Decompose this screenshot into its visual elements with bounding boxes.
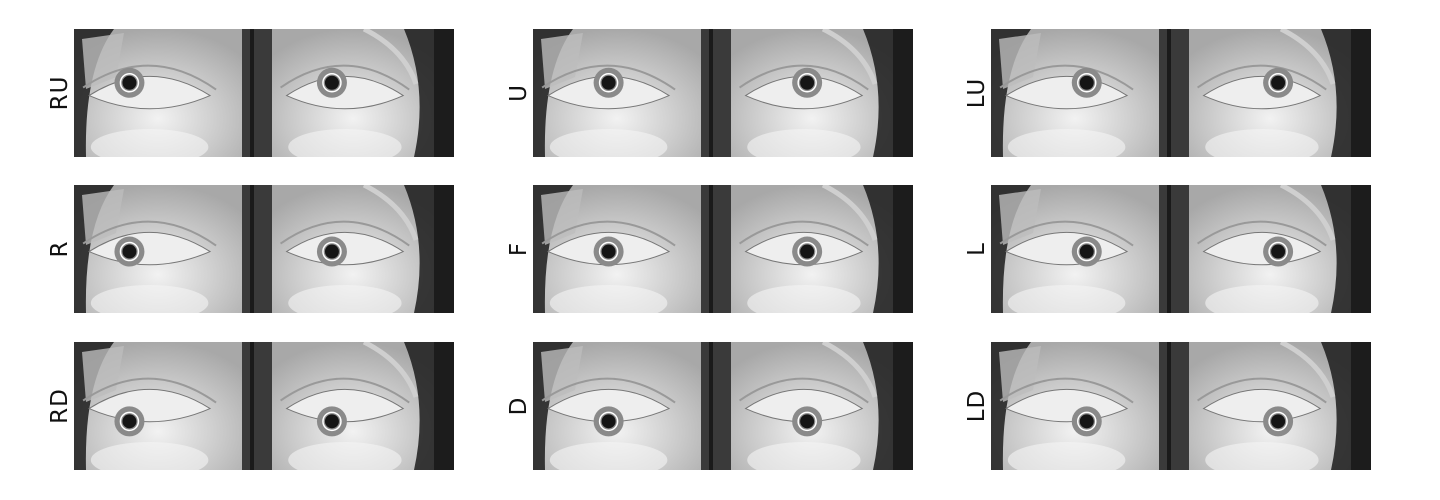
panel-rd: RD <box>40 342 480 470</box>
eye-pair-image <box>533 185 913 313</box>
panel-ru: RU <box>40 29 480 157</box>
right-eye-photo <box>991 29 1159 157</box>
eye-pair-image <box>74 29 454 157</box>
panel-l: L <box>957 185 1397 313</box>
goggle-bridge <box>1159 342 1189 470</box>
eye-pair-svg <box>533 342 913 470</box>
right-eye-photo <box>74 29 242 157</box>
right-eye-photo <box>991 185 1159 313</box>
left-eye-photo <box>272 185 434 313</box>
eye-pair-image <box>74 342 454 470</box>
panel-u: U <box>499 29 939 157</box>
eye-pair-image <box>74 185 454 313</box>
eye-pair-svg <box>533 29 913 157</box>
right-eye-photo <box>533 185 701 313</box>
left-eye-photo <box>731 185 893 313</box>
goggle-bridge <box>1159 185 1189 313</box>
eye-pair-svg <box>533 185 913 313</box>
left-eye-photo <box>731 342 893 470</box>
gaze-direction-text: D <box>506 396 532 416</box>
goggle-bridge <box>242 342 272 470</box>
panel-d: D <box>499 342 939 470</box>
panel-lu: LU <box>957 29 1397 157</box>
eye-pair-image <box>991 185 1371 313</box>
gaze-direction-text: F <box>506 241 532 257</box>
eye-pair-image <box>991 342 1371 470</box>
gaze-direction-text: LD <box>964 389 990 423</box>
goggle-bridge <box>1159 29 1189 157</box>
left-eye-photo <box>1189 185 1351 313</box>
gaze-direction-text: LU <box>964 77 990 109</box>
panel-r: R <box>40 185 480 313</box>
panel-ld: LD <box>957 342 1397 470</box>
goggle-bridge <box>701 342 731 470</box>
goggle-bridge <box>242 29 272 157</box>
eye-pair-svg <box>991 29 1371 157</box>
eye-pair-svg <box>991 342 1371 470</box>
left-eye-photo <box>1189 342 1351 470</box>
panel-f: F <box>499 185 939 313</box>
eye-pair-image <box>533 29 913 157</box>
gaze-direction-text: RD <box>47 388 73 424</box>
right-eye-photo <box>74 185 242 313</box>
left-eye-photo <box>272 342 434 470</box>
gaze-direction-text: U <box>506 84 532 102</box>
left-eye-photo <box>1189 29 1351 157</box>
goggle-bridge <box>701 185 731 313</box>
eye-pair-svg <box>991 185 1371 313</box>
gaze-direction-text: L <box>964 242 990 256</box>
right-eye-photo <box>533 342 701 470</box>
eye-pair-svg <box>74 185 454 313</box>
left-eye-photo <box>272 29 434 157</box>
right-eye-photo <box>991 342 1159 470</box>
eye-pair-image <box>533 342 913 470</box>
left-eye-photo <box>731 29 893 157</box>
eye-pair-svg <box>74 342 454 470</box>
eye-pair-image <box>991 29 1371 157</box>
right-eye-photo <box>533 29 701 157</box>
gaze-direction-text: R <box>47 240 73 258</box>
eye-pair-svg <box>74 29 454 157</box>
right-eye-photo <box>74 342 242 470</box>
gaze-direction-text: RU <box>47 75 73 111</box>
goggle-bridge <box>242 185 272 313</box>
goggle-bridge <box>701 29 731 157</box>
